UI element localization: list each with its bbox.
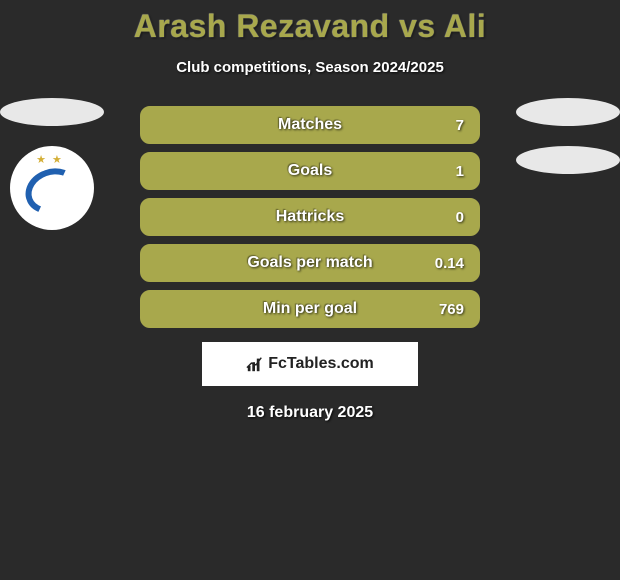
stat-bar-goals-per-match: Goals per match 0.14 (140, 244, 480, 282)
brand-label: FcTables.com (268, 355, 374, 373)
club-badge-left: ★★ (10, 146, 94, 230)
stat-label: Hattricks (276, 208, 344, 226)
star-icon: ★★ (36, 153, 68, 166)
ring-icon (19, 161, 85, 221)
stat-value: 1 (456, 163, 464, 180)
stat-value: 769 (439, 301, 464, 318)
page-subtitle: Club competitions, Season 2024/2025 (0, 59, 620, 76)
stat-bar-matches: Matches 7 (140, 106, 480, 144)
player-left-avatar-placeholder (0, 98, 104, 126)
brand-link[interactable]: FcTables.com (202, 342, 418, 386)
date-label: 16 february 2025 (0, 404, 620, 422)
player-right-avatar-placeholder-2 (516, 146, 620, 174)
player-right-column (516, 98, 620, 194)
stat-label: Goals (288, 162, 332, 180)
comparison-card: Arash Rezavand vs Ali Club competitions,… (0, 0, 620, 422)
stat-label: Matches (278, 116, 342, 134)
stat-bars: Matches 7 Goals 1 Hattricks 0 Goals per … (140, 106, 480, 328)
bar-chart-icon (246, 355, 264, 373)
stat-label: Goals per match (247, 254, 372, 272)
stat-bar-min-per-goal: Min per goal 769 (140, 290, 480, 328)
player-right-avatar-placeholder-1 (516, 98, 620, 126)
stat-value: 0.14 (435, 255, 464, 272)
club-badge-graphic: ★★ (21, 157, 83, 219)
player-left-column: ★★ (0, 98, 104, 230)
stat-bar-hattricks: Hattricks 0 (140, 198, 480, 236)
stat-area: ★★ Matches 7 Goals 1 Hattricks 0 (0, 106, 620, 422)
stat-value: 0 (456, 209, 464, 226)
stat-value: 7 (456, 117, 464, 134)
stat-bar-goals: Goals 1 (140, 152, 480, 190)
page-title: Arash Rezavand vs Ali (0, 8, 620, 45)
stat-label: Min per goal (263, 300, 357, 318)
